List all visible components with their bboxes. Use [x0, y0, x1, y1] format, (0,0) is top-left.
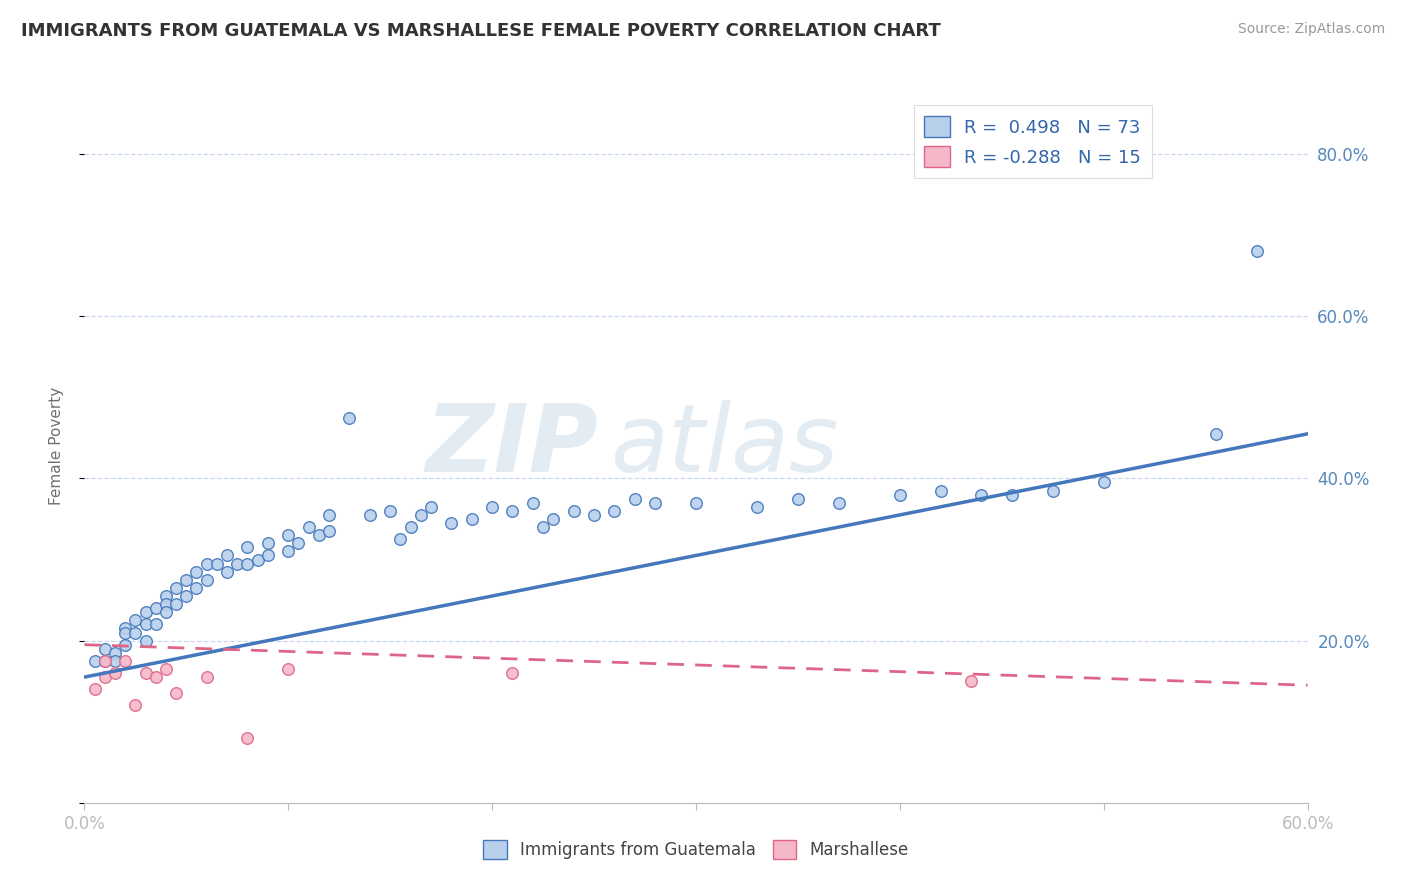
Point [124, 625, 146, 640]
Point [174, 573, 197, 587]
Text: atlas: atlas [610, 401, 838, 491]
Point [409, 508, 432, 522]
Point [380, 504, 402, 518]
Point [389, 533, 412, 547]
Point [960, 674, 983, 689]
Point [889, 488, 911, 502]
Point [93, 641, 115, 656]
Point [236, 731, 259, 745]
Point [226, 557, 249, 571]
Point [277, 528, 299, 542]
Legend: Immigrants from Guatemala, Marshallese: Immigrants from Guatemala, Marshallese [477, 833, 915, 866]
Point [135, 617, 157, 632]
Point [440, 516, 463, 530]
Point [747, 500, 769, 514]
Point [624, 491, 647, 506]
Point [318, 508, 340, 522]
Point [114, 625, 136, 640]
Point [155, 605, 177, 619]
Point [257, 536, 280, 550]
Point [970, 488, 993, 502]
Point [481, 500, 503, 514]
Point [155, 589, 177, 603]
Text: ZIP: ZIP [425, 400, 598, 492]
Point [83, 654, 105, 668]
Point [155, 597, 177, 611]
Point [135, 666, 157, 681]
Text: Source: ZipAtlas.com: Source: ZipAtlas.com [1237, 22, 1385, 37]
Point [1001, 488, 1024, 502]
Point [165, 581, 187, 595]
Point [502, 666, 524, 681]
Point [277, 544, 299, 558]
Point [339, 410, 361, 425]
Point [195, 573, 218, 587]
Point [287, 536, 309, 550]
Point [1042, 483, 1064, 498]
Point [186, 581, 208, 595]
Y-axis label: Female Poverty: Female Poverty [49, 387, 63, 505]
Point [83, 682, 105, 697]
Point [93, 654, 115, 668]
Point [205, 557, 228, 571]
Point [257, 549, 280, 563]
Point [104, 654, 127, 668]
Point [828, 496, 851, 510]
Point [114, 654, 136, 668]
Point [195, 670, 218, 684]
Point [124, 613, 146, 627]
Point [461, 512, 484, 526]
Point [165, 686, 187, 700]
Point [522, 496, 544, 510]
Point [399, 520, 422, 534]
Point [359, 508, 381, 522]
Point [787, 491, 810, 506]
Point [420, 500, 443, 514]
Point [145, 670, 167, 684]
Point [114, 638, 136, 652]
Point [195, 557, 218, 571]
Point [277, 662, 299, 676]
Point [929, 483, 952, 498]
Point [583, 508, 606, 522]
Point [165, 597, 187, 611]
Point [543, 512, 565, 526]
Text: IMMIGRANTS FROM GUATEMALA VS MARSHALLESE FEMALE POVERTY CORRELATION CHART: IMMIGRANTS FROM GUATEMALA VS MARSHALLESE… [21, 22, 941, 40]
Point [236, 557, 259, 571]
Point [308, 528, 330, 542]
Point [685, 496, 707, 510]
Point [217, 565, 239, 579]
Point [1246, 244, 1268, 259]
Point [135, 605, 157, 619]
Point [93, 670, 115, 684]
Point [104, 666, 127, 681]
Point [562, 504, 585, 518]
Point [114, 622, 136, 636]
Point [644, 496, 666, 510]
Point [93, 654, 115, 668]
Point [603, 504, 626, 518]
Point [502, 504, 524, 518]
Point [135, 633, 157, 648]
Point [217, 549, 239, 563]
Point [531, 520, 554, 534]
Point [174, 589, 197, 603]
Point [298, 520, 321, 534]
Point [104, 646, 127, 660]
Point [1092, 475, 1115, 490]
Point [186, 565, 208, 579]
Point [145, 617, 167, 632]
Point [1205, 426, 1227, 441]
Point [246, 552, 269, 566]
Point [124, 698, 146, 713]
Point [236, 541, 259, 555]
Point [318, 524, 340, 538]
Point [155, 662, 177, 676]
Point [145, 601, 167, 615]
